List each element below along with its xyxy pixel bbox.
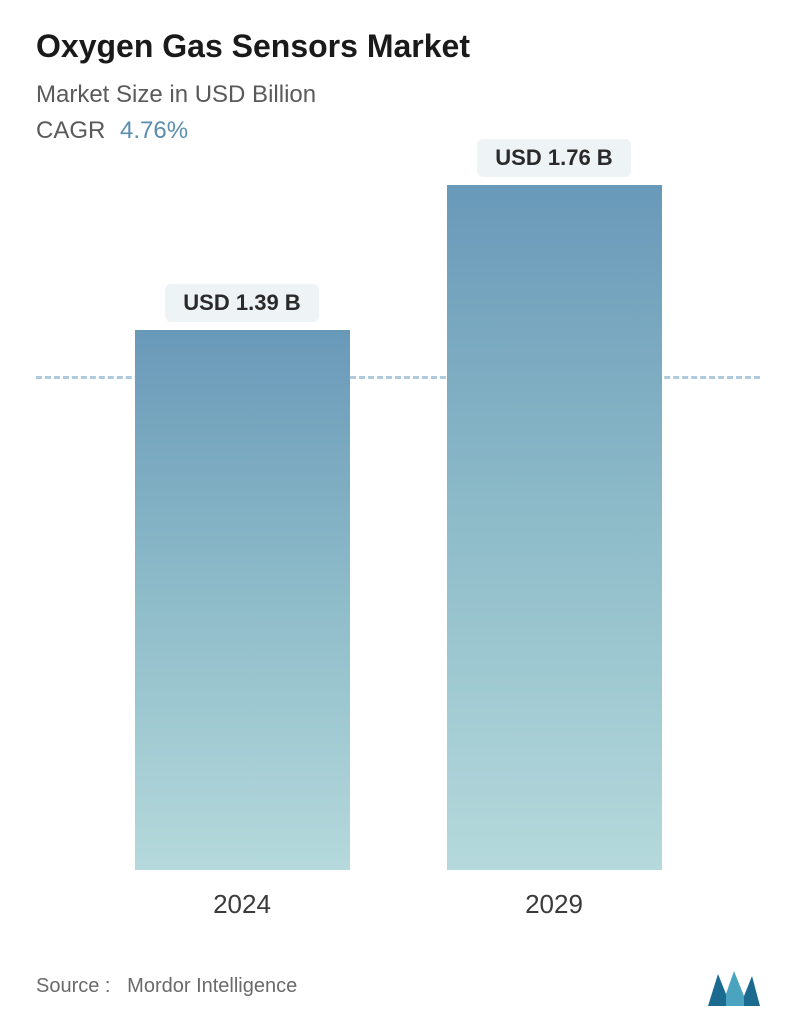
source-text: Source : Mordor Intelligence <box>36 975 297 998</box>
chart-subtitle: Market Size in USD Billion <box>36 81 760 109</box>
bar-value-label: USD 1.39 B <box>165 284 318 322</box>
cagr-label: CAGR <box>36 117 105 144</box>
chart-area: USD 1.39 BUSD 1.76 B 2024 2029 <box>36 180 760 920</box>
footer: Source : Mordor Intelligence <box>36 966 760 1006</box>
source-name: Mordor Intelligence <box>127 975 297 997</box>
bars-container: USD 1.39 BUSD 1.76 B <box>36 180 760 870</box>
logo-icon <box>708 966 760 1006</box>
bar <box>135 330 350 870</box>
source-label: Source : <box>36 975 110 997</box>
cagr-value: 4.76% <box>120 117 188 144</box>
chart-title: Oxygen Gas Sensors Market <box>36 28 760 65</box>
bar-group: USD 1.39 B <box>135 284 350 870</box>
x-axis-labels: 2024 2029 <box>36 889 760 920</box>
x-axis-label: 2024 <box>135 889 350 920</box>
bar-value-label: USD 1.76 B <box>477 139 630 177</box>
x-axis-label: 2029 <box>447 889 662 920</box>
bar-group: USD 1.76 B <box>447 139 662 870</box>
bar <box>447 185 662 870</box>
